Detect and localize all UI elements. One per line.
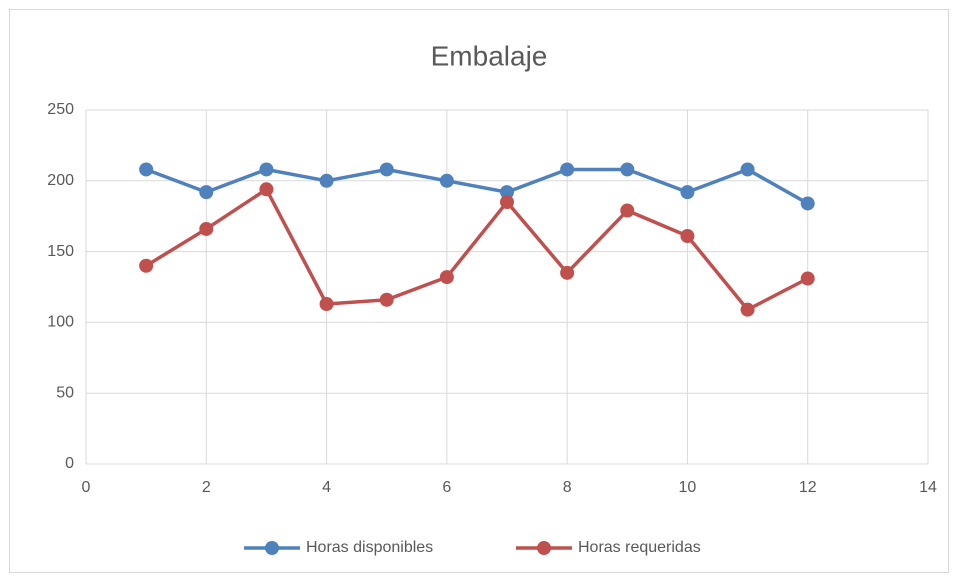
data-point [680,229,695,244]
legend-marker [537,541,551,555]
data-point [800,271,815,286]
data-point [680,185,695,200]
data-point [740,302,755,317]
series-line [145,187,809,312]
y-tick-label: 0 [65,455,74,472]
data-point [259,162,274,177]
data-point [800,196,815,211]
data-point [319,173,334,188]
y-tick-label: 100 [47,314,74,331]
series-line [145,167,809,205]
legend-label: Horas requeridas [578,539,701,556]
chart-title: Embalaje [431,40,548,71]
data-point [379,292,394,307]
data-point [500,185,514,200]
data-point [500,195,514,210]
data-point [199,221,214,236]
x-tick-label: 12 [799,479,817,496]
x-tick-label: 10 [679,479,697,496]
x-tick-label: 8 [563,479,572,496]
y-tick-label: 250 [47,101,74,118]
x-tick-label: 0 [82,479,91,496]
data-point [740,162,755,177]
x-tick-label: 2 [202,479,211,496]
data-point [139,162,154,177]
data-point [620,203,635,218]
data-point [620,162,635,177]
legend-label: Horas disponibles [306,539,433,556]
data-point [259,182,274,197]
data-point [199,185,214,200]
data-point [560,265,575,280]
y-tick-label: 150 [47,243,74,260]
data-point [439,270,454,285]
data-point [379,162,394,177]
x-tick-label: 4 [322,479,331,496]
legend-marker [265,541,279,555]
data-point [439,173,454,188]
y-tick-label: 50 [56,384,74,401]
x-tick-label: 6 [442,479,451,496]
y-tick-label: 200 [47,172,74,189]
data-point [319,296,334,311]
x-tick-label: 14 [919,479,937,496]
data-point [139,258,154,273]
chart-border [9,9,949,573]
data-point [560,162,575,177]
